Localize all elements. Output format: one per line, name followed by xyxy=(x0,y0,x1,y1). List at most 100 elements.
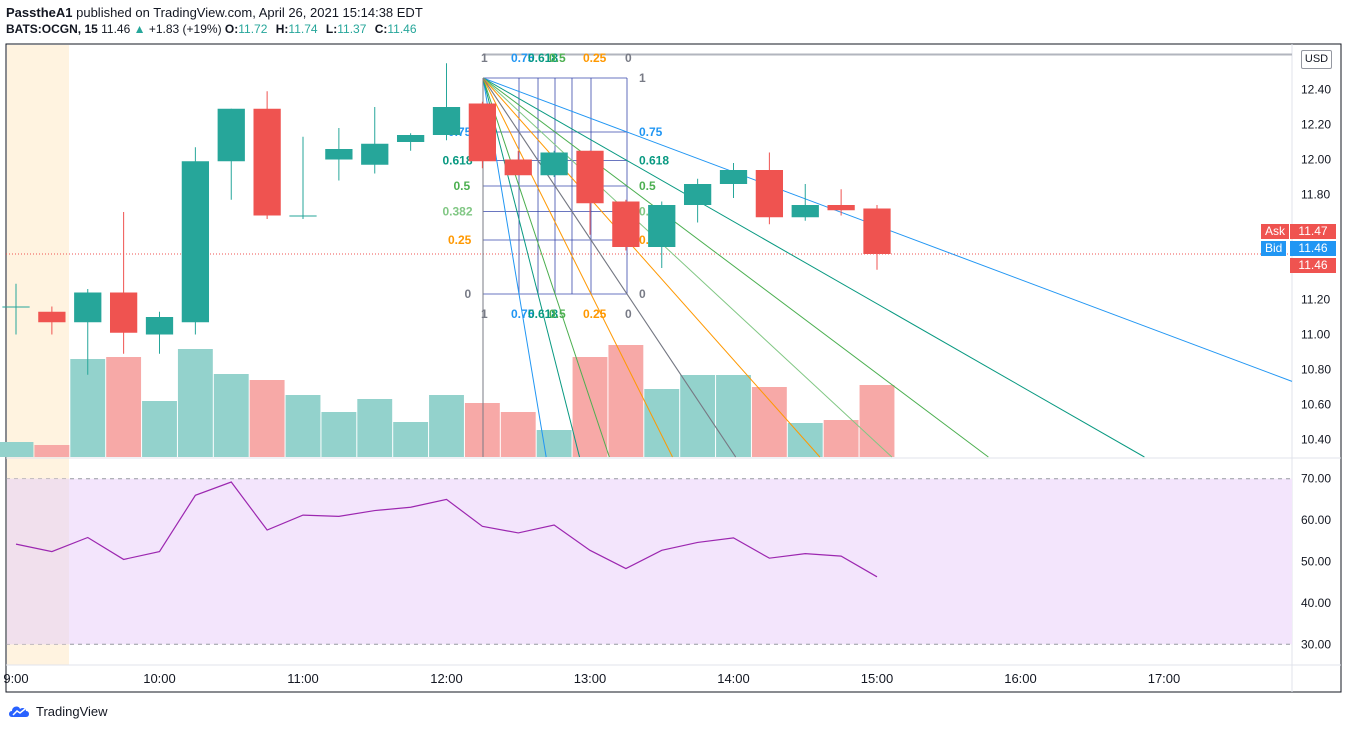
fib-right-label: 1 xyxy=(639,71,646,85)
volume-bar xyxy=(429,395,464,457)
price-tick-label: 12.20 xyxy=(1301,118,1331,132)
fib-fan-ray-steep xyxy=(482,77,737,458)
candle-body xyxy=(145,317,174,335)
brand-name: TradingView xyxy=(36,703,108,719)
fib-left-label: 0.5 xyxy=(454,179,471,193)
volume-bar xyxy=(0,442,34,457)
last-price: 11.46 xyxy=(101,22,131,36)
time-tick-label: 10:00 xyxy=(143,671,176,686)
tradingview-logo[interactable]: TradingView xyxy=(8,703,108,719)
candle-body xyxy=(827,205,855,211)
candle-body xyxy=(504,159,532,176)
publish-text: published on TradingView.com, April 26, … xyxy=(76,5,423,20)
price-tick-label: 11.20 xyxy=(1301,293,1330,307)
candle-body xyxy=(576,150,604,204)
fib-fan-ray-steep xyxy=(482,77,610,458)
fib-bottom-label: 1 xyxy=(481,307,488,321)
last-price-tag: 11.46 xyxy=(1290,258,1336,273)
close-value: 11.46 xyxy=(387,22,417,36)
time-tick-label: 9:00 xyxy=(3,671,28,686)
fib-bottom-label: 0 xyxy=(625,307,632,321)
bid-value: 11.46 xyxy=(1290,241,1336,256)
time-tick-label: 12:00 xyxy=(430,671,463,686)
volume-bar xyxy=(751,387,787,457)
volume-bar xyxy=(213,374,249,457)
volume-bar xyxy=(680,375,716,457)
volume-bar xyxy=(608,345,644,457)
fib-right-label: 0.75 xyxy=(639,125,663,139)
fib-bottom-label: 0.75 xyxy=(511,307,535,321)
time-tick-label: 17:00 xyxy=(1148,671,1181,686)
candle-body xyxy=(612,201,640,247)
time-tick-label: 14:00 xyxy=(717,671,750,686)
volume-bar xyxy=(177,349,213,457)
volume-bar xyxy=(142,401,177,457)
volume-bar xyxy=(70,359,106,457)
fib-top-label: 0.25 xyxy=(583,51,607,65)
volume-bar xyxy=(285,395,321,457)
rsi-band xyxy=(7,478,1292,645)
rsi-tick-label: 50.00 xyxy=(1301,555,1331,569)
fib-top-label: 1 xyxy=(481,51,488,65)
volume-bar xyxy=(644,389,680,457)
fib-fan-ray xyxy=(482,77,1145,458)
time-tick-label: 13:00 xyxy=(574,671,607,686)
fib-right-label: 0 xyxy=(639,287,646,301)
fib-left-label: 0 xyxy=(465,287,472,301)
volume-bar xyxy=(500,412,536,457)
time-tick-label: 11:00 xyxy=(287,671,319,686)
open-label: O: xyxy=(224,22,239,36)
fib-bottom-label: 0.5 xyxy=(549,307,566,321)
close-label: C: xyxy=(374,22,388,36)
volume-bar xyxy=(859,385,895,457)
price-tick-label: 11.80 xyxy=(1301,188,1330,202)
candle-body xyxy=(468,103,497,162)
price-tick-label: 10.80 xyxy=(1301,363,1331,377)
volume-bar xyxy=(716,375,751,457)
price-tick-label: 10.40 xyxy=(1301,433,1331,447)
fib-fan-ray xyxy=(482,77,821,458)
candle-body xyxy=(217,108,245,162)
symbol-name: BATS:OCGN, 15 xyxy=(6,22,98,36)
rsi-line xyxy=(15,481,878,578)
volume-bar xyxy=(106,357,142,457)
fib-fan-ray xyxy=(482,77,893,458)
fib-top-label: 0 xyxy=(625,51,632,65)
volume-bar xyxy=(321,412,357,457)
price-tick-label: 12.00 xyxy=(1301,153,1331,167)
volume-bar xyxy=(572,357,608,457)
high-value: 11.74 xyxy=(288,22,318,36)
candle-body xyxy=(540,152,568,176)
fib-bottom-label: 0.618 xyxy=(528,307,558,321)
volume-bar xyxy=(357,399,393,457)
tradingview-cloud-icon xyxy=(9,706,29,717)
candle-body xyxy=(791,205,819,218)
candle-body xyxy=(109,292,138,333)
candle-body xyxy=(648,205,676,247)
candle-body xyxy=(325,149,353,160)
candle-body xyxy=(361,143,389,165)
low-label: L: xyxy=(325,22,338,36)
candle-body xyxy=(38,311,66,323)
price-tick-label: 11.00 xyxy=(1301,328,1330,342)
candle-body xyxy=(863,208,891,254)
symbol-legend: BATS:OCGN, 15 11.46 ▲ +1.83 (+19%) O:11.… xyxy=(6,22,422,36)
fib-right-label: 0.618 xyxy=(639,154,669,168)
publisher-name: PasstheA1 xyxy=(6,5,73,20)
open-value: 11.72 xyxy=(238,22,268,36)
fib-left-label: 0.618 xyxy=(443,154,473,168)
high-label: H: xyxy=(275,22,289,36)
fib-left-label: 0.25 xyxy=(448,233,472,247)
rsi-tick-label: 30.00 xyxy=(1301,637,1331,651)
rsi-tick-label: 60.00 xyxy=(1301,513,1331,527)
currency-button[interactable]: USD xyxy=(1301,50,1332,69)
price-chart[interactable]: 10.750.6180.50.25010.750.6180.50.2500.75… xyxy=(0,0,1348,700)
candle-body xyxy=(253,108,281,216)
candle-body xyxy=(74,292,102,323)
fib-top-label: 0.75 xyxy=(511,51,535,65)
ask-value: 11.47 xyxy=(1290,224,1336,239)
volume-bar xyxy=(249,380,285,457)
rsi-session-shade xyxy=(7,478,69,645)
price-change: +1.83 (+19%) xyxy=(148,22,222,36)
candle-body xyxy=(683,184,712,205)
